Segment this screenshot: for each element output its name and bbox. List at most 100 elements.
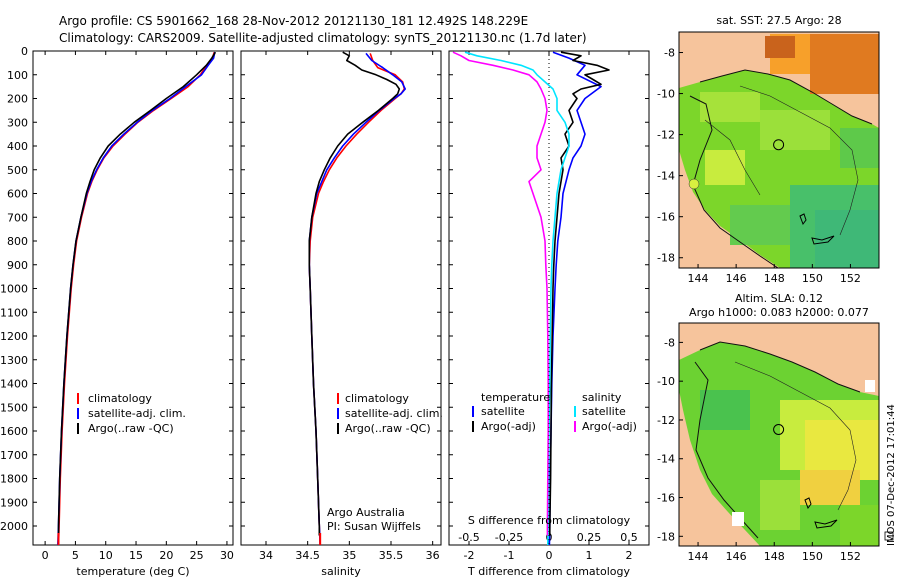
map-y-tick-label: -16: [657, 211, 675, 224]
y-tick-label: 800: [7, 235, 28, 248]
sst-map-frame: [678, 31, 880, 269]
annotation-pi: PI: Susan Wijffels: [327, 520, 421, 533]
map-y-tick-label: -16: [657, 492, 675, 505]
map-y-tick-label: -18: [657, 252, 675, 265]
y-tick-label: 400: [7, 140, 28, 153]
x-tick-label: 35: [342, 549, 356, 562]
map-x-tick-label: 148: [764, 550, 785, 563]
x-tick-label: 34.5: [295, 549, 320, 562]
temperature-axes: [32, 50, 234, 546]
salinity-ticks: 34 34.5 35 35.5 36: [241, 50, 441, 562]
series-line-salinity-satellite: [464, 51, 570, 545]
salinity-axes: [240, 50, 442, 546]
difference-series: [452, 51, 610, 545]
series-line-argo-raw-qc-: [57, 51, 217, 536]
map-y-tick-label: -14: [657, 453, 675, 466]
y-tick-label: 100: [7, 69, 28, 82]
x-tick-label: -2: [464, 549, 475, 562]
x-tick-label: 10: [99, 549, 113, 562]
series-line-satellite-adj-clim-: [57, 52, 216, 545]
map-x-tick-label: 144: [688, 272, 709, 285]
legend-climatology: climatology: [345, 392, 409, 405]
legend-satellite: satellite-adj. clim.: [88, 407, 186, 420]
y-tick-label: 0: [21, 45, 28, 58]
y-tick-label: 1700: [0, 449, 28, 462]
legend-climatology: climatology: [88, 392, 152, 405]
map-x-tick-label: 150: [802, 550, 823, 563]
map-y-tick-label: -10: [657, 88, 675, 101]
y-tick-label: 600: [7, 188, 28, 201]
y-tick-label: 900: [7, 259, 28, 272]
legend-satellite: satellite-adj. clim.: [345, 407, 443, 420]
sst-map-ticks: 144 146 148 150 152 -8 -10 -12 -14 -16 -18: [657, 47, 861, 285]
series-line-salinity-argo-adj-: [452, 51, 550, 536]
imos-logo-icon: [884, 531, 894, 541]
annotation-argo-australia: Argo Australia: [327, 506, 405, 519]
map-x-tick-label: 144: [688, 550, 709, 563]
y-tick-label: 2000: [0, 520, 28, 533]
temperature-xlabel: temperature (deg C): [76, 565, 189, 578]
sst-argo-position-marker: [773, 139, 785, 151]
map-x-tick-label: 150: [802, 272, 823, 285]
s-diff-tick-label: -0.25: [495, 531, 523, 544]
x-tick-label: 25: [190, 549, 204, 562]
x-tick-label: 1: [586, 549, 593, 562]
y-tick-label: 1300: [0, 354, 28, 367]
y-tick-label: 500: [7, 164, 28, 177]
x-tick-label: 20: [159, 549, 173, 562]
temperature-legend: climatology satellite-adj. clim. Argo(..…: [77, 392, 186, 435]
sla-map-ticks: 144 146 148 150 152 -8 -10 -12 -14 -16 -18: [657, 336, 861, 563]
map-y-tick-label: -18: [657, 530, 675, 543]
sst-coastal-dot: [688, 178, 700, 190]
legend-s-satellite: satellite: [582, 405, 626, 418]
title-line-1: Argo profile: CS 5901662_168 28-Nov-2012…: [59, 14, 528, 28]
map-y-tick-label: -8: [664, 336, 675, 349]
x-tick-label: 30: [220, 549, 234, 562]
legend-s-argo: Argo(-adj): [582, 420, 637, 433]
series-line-argo-raw-qc-: [308, 51, 401, 536]
map-x-tick-label: 148: [764, 272, 785, 285]
y-tick-label: 1500: [0, 401, 28, 414]
legend-salinity-heading: salinity: [582, 391, 622, 404]
y-tick-label: 1400: [0, 378, 28, 391]
map-y-tick-label: -12: [657, 129, 675, 142]
sst-map-image: [679, 32, 879, 268]
x-tick-label: 36: [426, 549, 440, 562]
x-tick-label: 15: [129, 549, 143, 562]
sst-map-title: sat. SST: 27.5 Argo: 28: [716, 14, 841, 27]
map-y-tick-label: -12: [657, 414, 675, 427]
map-x-tick-label: 152: [840, 272, 861, 285]
salinity-xlabel: salinity: [321, 565, 361, 578]
difference-legend: temperature satellite Argo(-adj) salinit…: [472, 391, 637, 433]
series-line-temperature-argo-adj-: [548, 51, 610, 536]
map-y-tick-label: -10: [657, 375, 675, 388]
x-tick-label: -1: [504, 549, 515, 562]
sla-map-title-1: Altim. SLA: 0.12: [735, 292, 823, 305]
s-diff-tick-label: 0.25: [577, 531, 602, 544]
sla-argo-position-marker: [773, 423, 785, 435]
x-tick-label: 0: [546, 549, 553, 562]
difference-xlabel-top: S difference from climatology: [468, 514, 631, 527]
y-tick-label: 1800: [0, 473, 28, 486]
salinity-series: [308, 51, 407, 545]
sla-map-title-2: Argo h1000: 0.083 h2000: 0.077: [689, 306, 869, 319]
legend-t-satellite: satellite: [481, 405, 525, 418]
y-tick-label: 1600: [0, 425, 28, 438]
map-x-tick-label: 152: [840, 550, 861, 563]
x-tick-label: 35.5: [379, 549, 404, 562]
y-tick-label: 1000: [0, 283, 28, 296]
map-x-tick-label: 146: [726, 272, 747, 285]
difference-ticks: -2 -1 0 1 2-0.5 -0.25 0 0.25 0.5: [449, 50, 649, 562]
map-x-tick-label: 146: [726, 550, 747, 563]
sla-map-frame: [678, 322, 880, 547]
legend-argo: Argo(..raw -QC): [88, 422, 174, 435]
map-y-tick-label: -8: [664, 47, 675, 60]
x-tick-label: 2: [626, 549, 633, 562]
series-line-temperature-satellite: [548, 51, 602, 545]
title-line-2: Climatology: CARS2009. Satellite-adjuste…: [59, 31, 587, 45]
s-diff-tick-label: -0.5: [458, 531, 479, 544]
temperature-series: [57, 51, 217, 545]
salinity-legend: climatology satellite-adj. clim. Argo(..…: [337, 392, 443, 435]
timestamp-label: IMOS 07-Dec-2012 17:01:44: [886, 404, 897, 546]
